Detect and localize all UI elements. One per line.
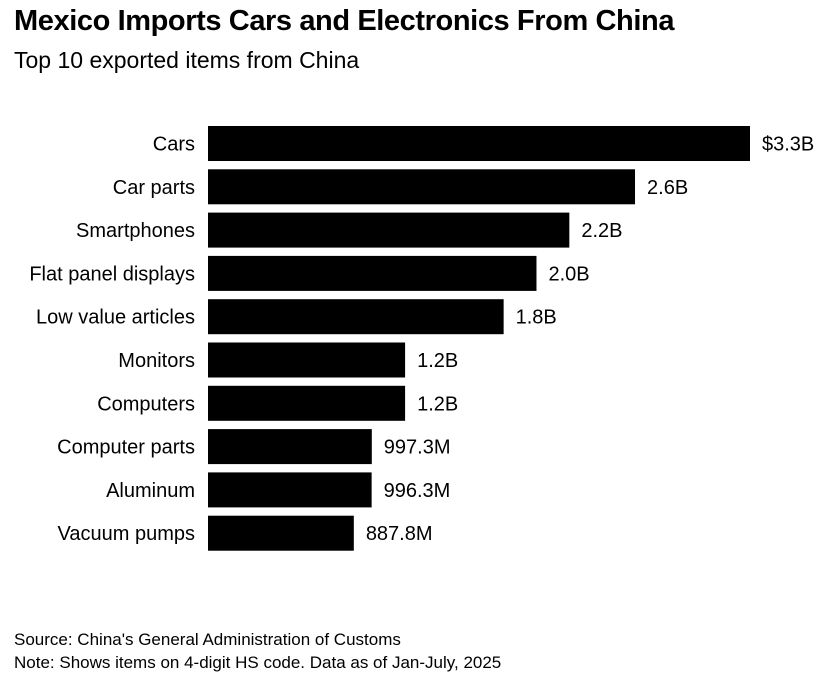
chart-subtitle: Top 10 exported items from China [14, 47, 360, 73]
category-label-cars: Cars [153, 134, 195, 156]
bar-cars [208, 126, 750, 161]
value-label-vacuum-pumps: 887.8M [366, 523, 433, 545]
value-label-monitors: 1.2B [417, 350, 458, 372]
value-label-smartphones: 2.2B [581, 220, 622, 242]
bar-aluminum [208, 472, 372, 508]
category-label-computers: Computers [97, 393, 195, 415]
value-label-flat-panel-displays: 2.0B [548, 263, 589, 285]
bar-low-value-articles [208, 299, 504, 335]
value-label-aluminum: 996.3M [384, 480, 451, 502]
category-label-smartphones: Smartphones [76, 220, 195, 242]
category-label-vacuum-pumps: Vacuum pumps [58, 523, 195, 545]
footnote: Note: Shows items on 4-digit HS code. Da… [14, 653, 502, 672]
bar-monitors [208, 342, 406, 378]
source-note: Source: China's General Administration o… [14, 630, 401, 649]
category-label-car-parts: Car parts [113, 177, 195, 199]
chart-title: Mexico Imports Cars and Electronics From… [14, 5, 675, 37]
value-label-car-parts: 2.6B [647, 177, 688, 199]
category-label-flat-panel-displays: Flat panel displays [29, 263, 195, 285]
category-label-aluminum: Aluminum [106, 480, 195, 502]
bar-computer-parts [208, 429, 372, 465]
category-label-computer-parts: Computer parts [57, 437, 195, 459]
category-label-monitors: Monitors [118, 350, 195, 372]
bar-flat-panel-displays [208, 255, 537, 291]
value-label-computers: 1.2B [417, 393, 458, 415]
bar-vacuum-pumps [208, 515, 354, 551]
bar-smartphones [208, 212, 570, 248]
bar-car-parts [208, 169, 636, 205]
category-label-low-value-articles: Low value articles [36, 307, 195, 329]
bar-chart: Cars $3.3B Car parts 2.6B Smartphones 2.2B Fla… [29, 126, 814, 551]
value-label-low-value-articles: 1.8B [516, 307, 557, 329]
bar-computers [208, 385, 406, 421]
value-label-cars: $3.3B [762, 134, 814, 156]
value-label-computer-parts: 997.3M [384, 437, 451, 459]
